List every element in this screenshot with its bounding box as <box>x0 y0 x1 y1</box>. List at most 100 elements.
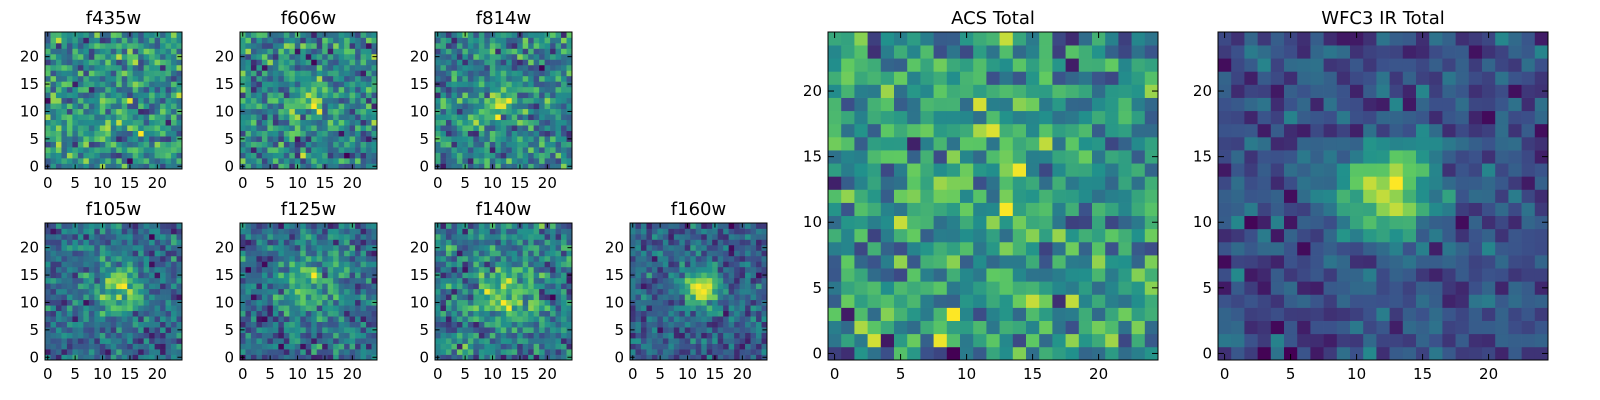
heatmap-cell <box>555 114 562 121</box>
heatmap-cell <box>250 310 257 317</box>
heatmap-cell <box>451 250 458 257</box>
heatmap-cell <box>171 321 177 328</box>
heatmap-cell <box>55 327 62 333</box>
heatmap-cell <box>630 332 636 339</box>
heatmap-cell <box>854 150 868 164</box>
heatmap-cell <box>745 233 751 240</box>
heatmap-cell <box>154 272 161 279</box>
heatmap-cell <box>278 103 285 110</box>
heatmap-cell <box>121 250 128 257</box>
heatmap-cell <box>668 223 675 229</box>
heatmap-cell <box>160 228 166 235</box>
heatmap-cell <box>495 136 502 142</box>
heatmap-cell <box>171 108 177 115</box>
heatmap-cell <box>294 299 301 306</box>
heatmap-cell <box>533 228 540 235</box>
heatmap-cell <box>300 64 307 71</box>
heatmap-cell <box>349 305 356 312</box>
heatmap-cell <box>522 288 529 295</box>
heatmap-cell <box>533 305 540 312</box>
heatmap-cell <box>105 64 112 71</box>
heatmap-cell <box>484 37 491 44</box>
heatmap-cell <box>338 130 345 137</box>
heatmap-cell <box>717 266 724 273</box>
heatmap-cell <box>371 250 378 257</box>
heatmap-cell <box>240 37 246 44</box>
heatmap-cell <box>127 108 134 115</box>
heatmap-cell <box>555 299 562 306</box>
heatmap-cell <box>61 141 68 148</box>
heatmap-cell <box>690 283 697 290</box>
heatmap-cell <box>986 307 1000 321</box>
heatmap-cell <box>1012 189 1027 203</box>
heatmap-cell <box>143 86 150 93</box>
heatmap-cell <box>327 103 334 110</box>
heatmap-cell <box>723 288 729 295</box>
heatmap-cell <box>294 244 301 251</box>
heatmap-cell <box>500 158 507 164</box>
heatmap-cell <box>267 103 274 110</box>
heatmap-cell <box>679 294 686 301</box>
heatmap-cell <box>316 97 323 104</box>
heatmap-cell <box>907 163 921 177</box>
heatmap-cell <box>440 114 447 121</box>
heatmap-cell <box>116 158 123 164</box>
heatmap-cell <box>138 158 144 164</box>
heatmap-cell <box>267 305 274 312</box>
heatmap-cell <box>99 310 106 317</box>
heatmap-cell <box>121 70 128 77</box>
heatmap-cell <box>305 53 312 60</box>
heatmap-cell <box>841 294 855 308</box>
heatmap-cell <box>55 92 62 99</box>
heatmap-cell <box>528 103 534 110</box>
heatmap-cell <box>240 349 246 355</box>
heatmap-cell <box>245 244 252 251</box>
heatmap-cell <box>322 288 329 295</box>
heatmap-cell <box>278 244 285 251</box>
heatmap-cell <box>300 59 307 66</box>
heatmap-cell <box>250 92 257 99</box>
heatmap-cell <box>489 294 496 301</box>
heatmap-cell <box>517 125 524 131</box>
heatmap-cell <box>154 321 161 328</box>
heatmap-cell <box>854 268 868 282</box>
heatmap-cell <box>561 119 567 126</box>
heatmap-cell <box>511 70 518 77</box>
heatmap-cell <box>160 64 166 71</box>
heatmap-cell <box>245 141 252 148</box>
heatmap-cell <box>946 255 961 269</box>
heatmap-cell <box>717 305 724 312</box>
heatmap-cell <box>105 42 112 49</box>
heatmap-cell <box>300 103 307 110</box>
heatmap-cell <box>555 97 562 104</box>
heatmap-cell <box>72 75 79 82</box>
heatmap-cell <box>366 86 372 93</box>
heatmap-cell <box>360 59 367 66</box>
heatmap-cell <box>121 332 128 339</box>
heatmap-cell <box>55 305 62 312</box>
heatmap-cell <box>828 268 842 282</box>
heatmap-cell <box>662 266 669 273</box>
heatmap-cell <box>294 255 301 262</box>
heatmap-cell <box>256 338 263 344</box>
heatmap-cell <box>550 266 556 273</box>
heatmap-cell <box>695 332 702 339</box>
heatmap-cell <box>333 53 339 60</box>
heatmap-cell <box>344 75 350 82</box>
heatmap-cell <box>1012 320 1027 335</box>
heatmap-cell <box>143 261 150 268</box>
heatmap-cell <box>478 163 485 170</box>
heatmap-cell <box>561 86 567 93</box>
heatmap-cell <box>338 141 345 148</box>
heatmap-cell <box>522 255 529 262</box>
heatmap-cell <box>445 223 452 229</box>
heatmap-cell <box>261 272 268 279</box>
heatmap-cell <box>728 239 735 246</box>
heatmap-cell <box>300 119 307 126</box>
heatmap-cell <box>533 223 540 229</box>
heatmap-cell <box>635 228 642 235</box>
heatmap-cell <box>278 92 285 99</box>
heatmap-cell <box>344 349 350 355</box>
heatmap-cell <box>316 158 323 164</box>
heatmap-cell <box>561 327 567 333</box>
